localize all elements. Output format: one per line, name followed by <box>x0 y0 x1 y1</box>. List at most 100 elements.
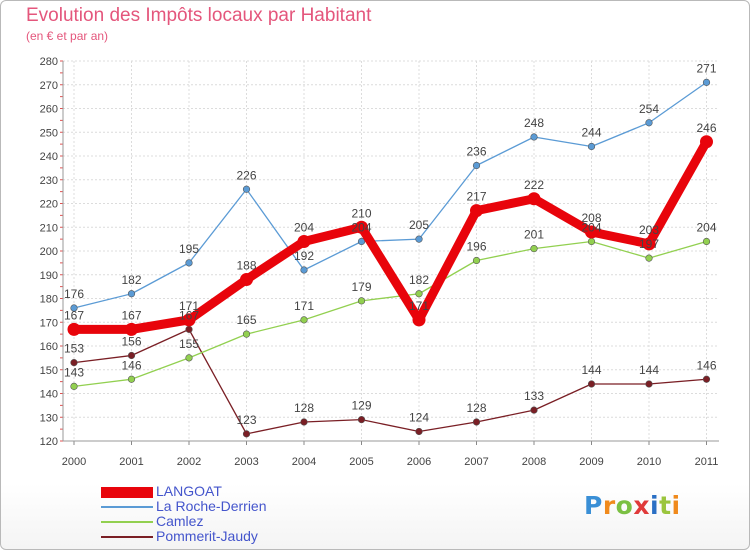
data-point-camlez <box>70 382 78 390</box>
y-tick-label: 180 <box>40 294 58 306</box>
x-tick-label: 2007 <box>464 456 488 468</box>
data-label-pommerit-jaudy: 144 <box>639 363 659 377</box>
data-point-langoat <box>585 225 598 239</box>
data-label-pommerit-jaudy: 156 <box>121 335 141 349</box>
data-label-la-roche-derrien: 182 <box>121 273 141 287</box>
proxiti-logo: Proxiti <box>584 491 681 520</box>
x-tick-label: 2001 <box>119 456 143 468</box>
data-label-la-roche-derrien: 248 <box>524 116 544 130</box>
legend-swatch-camlez <box>101 521 153 523</box>
data-label-langoat: 167 <box>64 308 84 322</box>
data-label-camlez: 182 <box>409 273 429 287</box>
data-point-pommerit-jaudy <box>185 325 193 333</box>
data-point-camlez <box>127 375 136 383</box>
data-label-langoat: 167 <box>121 308 141 322</box>
data-point-la-roche-derrien <box>185 259 193 267</box>
data-label-la-roche-derrien: 226 <box>236 168 256 182</box>
data-label-camlez: 155 <box>179 337 199 351</box>
data-label-pommerit-jaudy: 128 <box>294 401 314 415</box>
legend: LANGOAT La Roche-Derrien Camlez Pommerit… <box>101 483 361 545</box>
chart-title: Evolution des Impôts locaux par Habitant <box>26 5 372 26</box>
data-point-camlez <box>242 330 251 338</box>
data-label-la-roche-derrien: 271 <box>696 61 716 75</box>
legend-item-pommerit-jaudy[interactable]: Pommerit-Jaudy <box>101 528 361 545</box>
data-point-pommerit-jaudy <box>702 375 711 383</box>
data-point-pommerit-jaudy <box>127 351 136 360</box>
data-point-langoat <box>700 135 713 149</box>
data-label-pommerit-jaudy: 144 <box>581 363 601 377</box>
data-label-langoat: 204 <box>294 221 314 235</box>
data-label-la-roche-derrien: 195 <box>179 242 199 256</box>
series-line-camlez <box>73 240 708 388</box>
data-point-camlez <box>645 254 653 262</box>
data-label-pommerit-jaudy: 128 <box>466 401 486 415</box>
data-point-langoat <box>67 322 81 336</box>
legend-item-la-roche-derrien[interactable]: La Roche-Derrien <box>101 498 361 515</box>
legend-label-la-roche-derrien: La Roche-Derrien <box>156 498 267 514</box>
data-point-camlez <box>587 237 596 246</box>
data-label-langoat: 210 <box>351 206 371 220</box>
data-label-pommerit-jaudy: 167 <box>179 308 199 322</box>
data-point-langoat <box>182 313 196 327</box>
data-label-camlez: 179 <box>351 280 371 294</box>
data-label-langoat: 171 <box>179 299 199 313</box>
data-label-camlez: 143 <box>64 365 84 379</box>
data-label-camlez: 146 <box>121 358 141 372</box>
data-point-camlez <box>472 256 481 265</box>
x-tick-label: 2003 <box>234 456 258 468</box>
data-label-camlez: 204 <box>581 221 601 235</box>
data-point-pommerit-jaudy <box>300 418 308 426</box>
y-tick-label: 240 <box>40 151 58 163</box>
data-point-camlez <box>300 316 308 324</box>
data-point-la-roche-derrien <box>702 78 711 86</box>
data-label-camlez: 201 <box>524 228 544 242</box>
data-point-langoat <box>125 322 138 336</box>
data-label-la-roche-derrien: 204 <box>351 221 371 235</box>
data-label-la-roche-derrien: 244 <box>581 126 601 140</box>
data-point-pommerit-jaudy <box>70 359 78 367</box>
legend-item-langoat[interactable]: LANGOAT <box>101 483 361 500</box>
data-label-la-roche-derrien: 176 <box>64 287 84 301</box>
data-label-pommerit-jaudy: 129 <box>351 399 371 413</box>
legend-item-camlez[interactable]: Camlez <box>101 513 361 530</box>
data-point-la-roche-derrien <box>127 290 136 298</box>
y-tick-label: 280 <box>40 56 58 68</box>
x-tick-label: 2005 <box>349 456 373 468</box>
data-label-camlez: 204 <box>696 221 716 235</box>
data-point-la-roche-derrien <box>587 142 596 151</box>
data-label-la-roche-derrien: 254 <box>639 102 659 116</box>
data-point-la-roche-derrien <box>242 185 251 193</box>
data-point-pommerit-jaudy <box>530 406 538 414</box>
data-point-pommerit-jaudy <box>472 418 481 426</box>
data-label-camlez: 171 <box>294 299 314 313</box>
y-tick-label: 250 <box>40 127 58 139</box>
y-tick-label: 220 <box>40 199 58 211</box>
y-tick-label: 270 <box>40 80 58 92</box>
y-tick-label: 200 <box>40 246 58 258</box>
y-tick-label: 190 <box>40 270 58 282</box>
data-label-pommerit-jaudy: 124 <box>409 411 429 425</box>
x-tick-label: 2006 <box>407 456 431 468</box>
data-point-la-roche-derrien <box>645 119 653 127</box>
data-point-langoat <box>412 313 426 327</box>
data-label-langoat: 171 <box>409 299 429 313</box>
legend-swatch-la-roche-derrien <box>101 506 153 508</box>
data-label-langoat: 208 <box>581 211 601 225</box>
x-tick-label: 2010 <box>637 456 661 468</box>
y-tick-label: 210 <box>40 222 58 234</box>
legend-label-langoat: LANGOAT <box>156 483 222 499</box>
data-label-pommerit-jaudy: 153 <box>64 342 84 356</box>
data-point-la-roche-derrien <box>70 304 78 312</box>
data-label-langoat: 246 <box>696 121 716 135</box>
y-tick-label: 260 <box>40 104 58 116</box>
x-tick-label: 2000 <box>62 456 86 468</box>
data-label-langoat: 222 <box>524 178 544 192</box>
y-tick-label: 140 <box>40 389 58 401</box>
data-label-langoat: 188 <box>236 259 256 273</box>
y-tick-label: 130 <box>40 412 58 424</box>
data-point-langoat <box>240 273 253 286</box>
series-line-la-roche-derrien <box>73 81 708 309</box>
x-tick-label: 2002 <box>177 456 201 468</box>
data-point-la-roche-derrien <box>357 237 366 246</box>
